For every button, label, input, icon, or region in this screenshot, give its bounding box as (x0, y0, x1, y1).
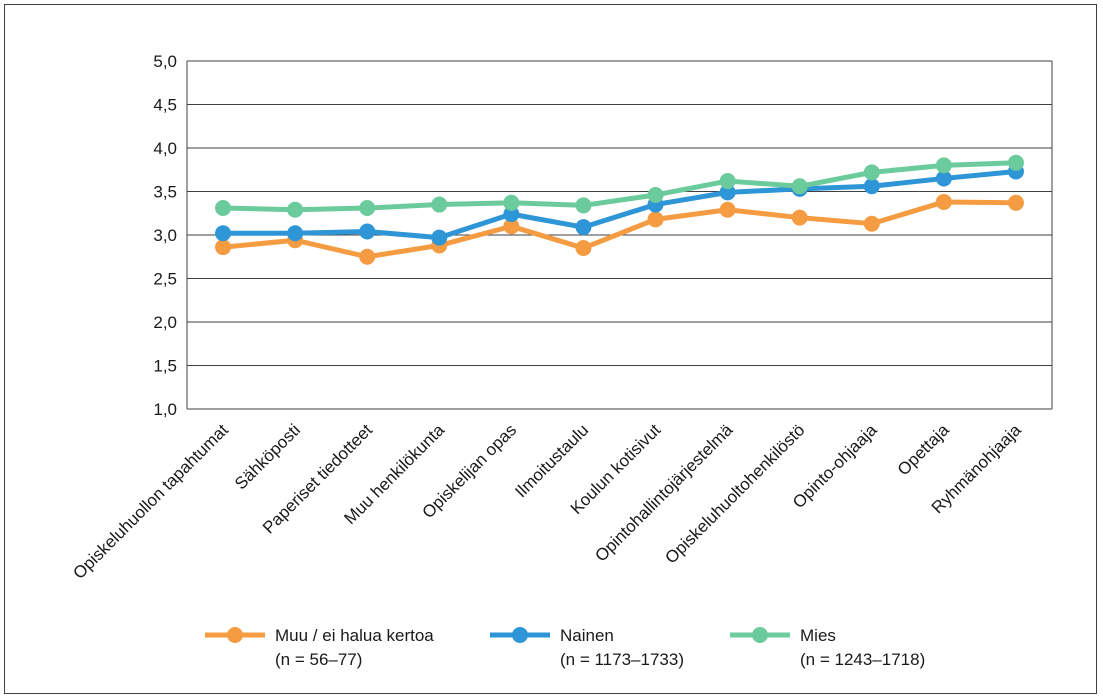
legend-sublabel: (n = 1243–1718) (800, 650, 925, 669)
data-point (935, 157, 952, 174)
legend-sublabel: (n = 56–77) (275, 650, 362, 669)
x-category-label: Opettaja (894, 420, 953, 479)
y-tick-label: 4,5 (153, 96, 177, 115)
legend: Muu / ei halua kertoa (n = 56–77) Nainen (n… (205, 626, 925, 669)
data-point (287, 201, 304, 218)
y-tick-label: 3,0 (153, 226, 177, 245)
legend-marker (227, 627, 243, 643)
data-point (719, 173, 736, 190)
series-1 (215, 193, 1024, 265)
legend-label: Mies (800, 626, 836, 645)
x-category-label: Opintohallintojärjestelmä (591, 420, 736, 565)
data-point (863, 215, 880, 232)
data-point (935, 170, 952, 187)
data-point (719, 184, 736, 201)
data-point (215, 225, 232, 242)
y-tick-label: 4,0 (153, 139, 177, 158)
data-point (359, 223, 376, 240)
data-point (935, 193, 952, 210)
data-point (1007, 154, 1024, 171)
y-tick-label: 5,0 (153, 52, 177, 71)
data-point (863, 178, 880, 195)
x-category-label: Opiskeluhuoltohenkilöstö (661, 420, 808, 567)
x-category-label: Ilmoitustaulu (511, 420, 592, 501)
legend-sublabel: (n = 1173–1733) (560, 650, 684, 669)
legend-marker (752, 627, 768, 643)
series-line (222, 199, 1016, 260)
data-point (359, 248, 376, 265)
y-tick-label: 2,5 (153, 270, 177, 289)
data-point (791, 178, 808, 195)
legend-item: Mies (n = 1243–1718) (730, 626, 925, 669)
data-point (575, 197, 592, 214)
data-point (575, 219, 592, 236)
data-point (503, 218, 520, 235)
legend-label: Muu / ei halua kertoa (275, 626, 434, 645)
data-point (503, 206, 520, 223)
legend-item: Nainen (n = 1173–1733) (490, 626, 684, 669)
series-3 (215, 154, 1024, 218)
y-tick-label: 2,0 (153, 313, 177, 332)
y-axis-ticks: 1,0 1,5 2,0 2,5 3,0 3,5 4,0 4,5 5,0 (153, 52, 177, 419)
data-point (431, 229, 448, 246)
data-point (215, 239, 232, 256)
series-layer (215, 154, 1024, 265)
y-tick-label: 3,5 (153, 183, 177, 202)
data-point (719, 201, 736, 218)
data-point (863, 164, 880, 181)
data-point (1007, 194, 1024, 211)
x-axis-labels: Opiskeluhuollon tapahtumat SähköpostiPape… (69, 420, 1025, 583)
line-chart: 1,0 1,5 2,0 2,5 3,0 3,5 4,0 4,5 5,0 Opiskeluhuol… (69, 52, 1053, 669)
data-point (575, 240, 592, 257)
y-tick-label: 1,0 (153, 400, 177, 419)
data-point (647, 211, 664, 228)
x-category-label: Sähköposti (231, 420, 304, 493)
series-line (222, 160, 1017, 213)
data-point (287, 225, 304, 242)
data-point (359, 200, 376, 217)
chart-frame: 1,0 1,5 2,0 2,5 3,0 3,5 4,0 4,5 5,0 Opiskeluhuol… (4, 4, 1097, 694)
data-point (215, 200, 232, 217)
data-point (503, 194, 520, 211)
legend-item: Muu / ei halua kertoa (n = 56–77) (205, 626, 434, 669)
series-line (223, 169, 1017, 241)
y-tick-label: 1,5 (153, 357, 177, 376)
data-point (647, 186, 664, 203)
legend-marker (512, 627, 528, 643)
legend-label: Nainen (560, 626, 614, 645)
data-point (431, 196, 448, 213)
data-point (791, 209, 808, 226)
x-category-label: Opiskeluhuollon tapahtumat (69, 420, 232, 583)
